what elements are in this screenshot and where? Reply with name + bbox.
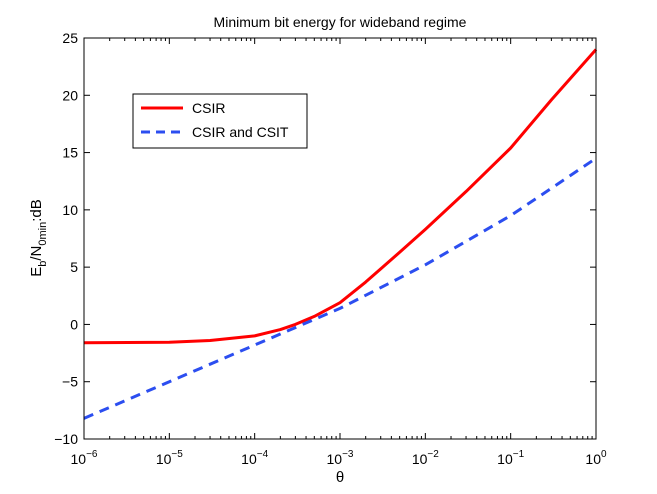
x-tick-exponent: −4 [257, 449, 269, 460]
y-title-tail: :dB [28, 199, 45, 222]
y-tick-label: 25 [62, 30, 78, 46]
y-tick-label: 20 [62, 87, 78, 103]
x-tick-exponent: −2 [427, 449, 439, 460]
chart-title: Minimum bit energy for wideband regime [214, 14, 467, 30]
x-tick-label: 10−3 [327, 449, 354, 467]
y-axis-title: Eb/N0min:dB [28, 199, 49, 277]
y-tick-label: −5 [62, 374, 78, 390]
x-tick-exponent: −1 [513, 449, 525, 460]
x-tick-label: 10−6 [71, 449, 98, 467]
y-tick-labels: −10 −5 0 5 10 15 20 25 [54, 30, 78, 447]
x-tick-labels: 10−6 10−5 10−4 10−3 10−2 10−1 100 [71, 449, 608, 467]
x-tick-exponent: −6 [86, 449, 98, 460]
y-title-mid: /N [28, 246, 45, 261]
x-axis-title: θ [336, 469, 344, 486]
legend: CSIR CSIR and CSIT [132, 93, 308, 149]
y-tick-label: 0 [70, 316, 78, 332]
y-tick-label: 15 [62, 145, 78, 161]
x-tick-label: 10−1 [497, 449, 524, 467]
y-title-sub1: b [37, 261, 49, 267]
plot-frame [83, 37, 597, 440]
y-tick-label: 10 [62, 202, 78, 218]
x-tick-label: 10−2 [412, 449, 439, 467]
x-tick-exponent: 0 [601, 449, 607, 460]
x-tick-base: 10 [156, 451, 172, 467]
x-tick-base: 10 [412, 451, 428, 467]
x-tick-label: 100 [585, 449, 607, 467]
x-tick-exponent: −5 [171, 449, 183, 460]
y-title-sub2: 0min [37, 222, 49, 246]
y-title-main: E [28, 267, 45, 277]
x-tick-base: 10 [585, 451, 601, 467]
x-tick-label: 10−5 [156, 449, 183, 467]
x-tick-exponent: −3 [342, 449, 354, 460]
legend-label-csir-csit: CSIR and CSIT [192, 124, 289, 140]
x-tick-base: 10 [497, 451, 513, 467]
legend-label-csir: CSIR [192, 100, 225, 116]
series-line-csir [83, 48, 598, 345]
x-tick-base: 10 [71, 451, 87, 467]
x-tick-label: 10−4 [241, 449, 268, 467]
x-tick-base: 10 [241, 451, 257, 467]
series-line-csir-and-csit [83, 157, 597, 420]
y-tick-label: −10 [54, 431, 78, 447]
legend-box [132, 93, 308, 149]
series-lines [83, 48, 598, 420]
y-tick-label: 5 [70, 259, 78, 275]
x-tick-base: 10 [327, 451, 343, 467]
